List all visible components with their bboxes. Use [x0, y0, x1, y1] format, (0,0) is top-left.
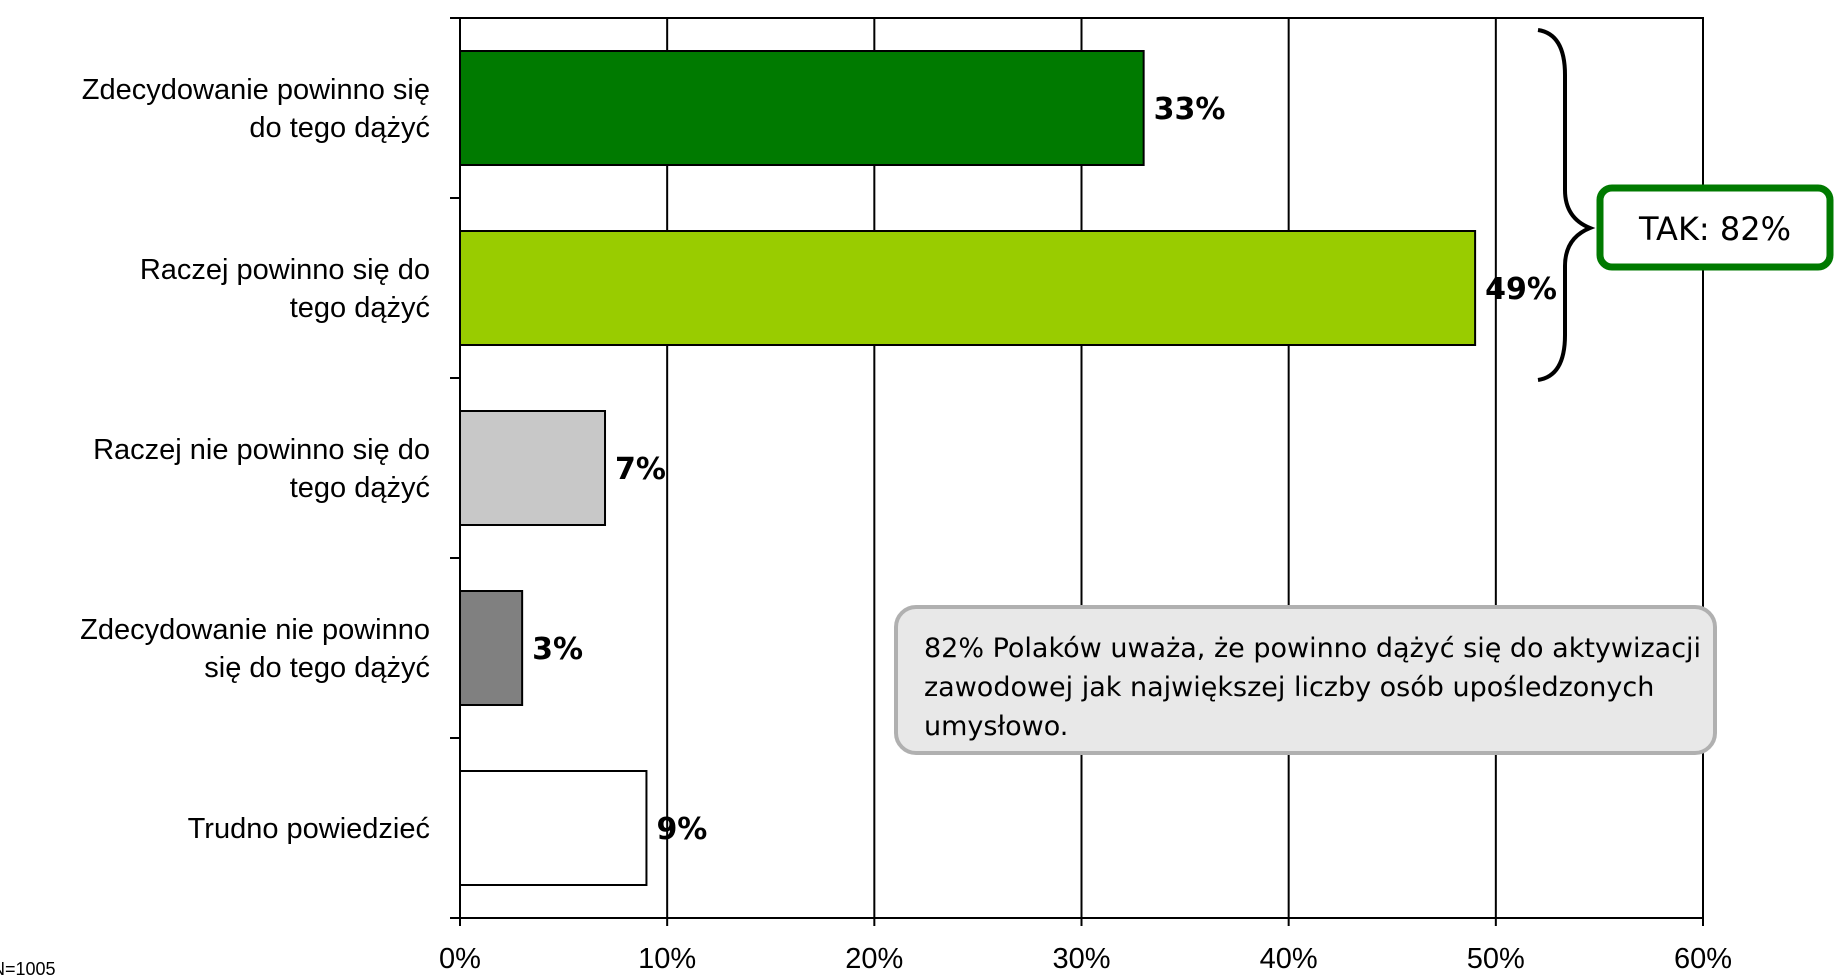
- x-tick-label: 50%: [1467, 943, 1525, 975]
- summary-box: [1596, 184, 1834, 271]
- sample-size-note: N=1005: [0, 959, 56, 975]
- x-tick-label: 10%: [638, 943, 696, 975]
- bar: [459, 770, 648, 886]
- note-line-1: 82% Polaków uważa, że powinno dążyć się …: [924, 633, 1701, 664]
- category-label: Zdecydowanie powinno się: [82, 74, 430, 106]
- bar: [459, 50, 1145, 166]
- data-label: 9%: [656, 812, 707, 847]
- data-label: 7%: [615, 452, 666, 487]
- category-label: się do tego dążyć: [204, 652, 430, 684]
- data-label: 49%: [1485, 272, 1557, 307]
- label-layer: 33% Zdecydowanie powinno się do tego dążyć…: [80, 74, 1557, 847]
- category-label: Raczej powinno się do: [140, 254, 430, 286]
- bar: [459, 410, 607, 526]
- category-label: Trudno powiedzieć: [188, 813, 430, 845]
- bar: [459, 590, 524, 706]
- x-tick-label: 60%: [1674, 943, 1732, 975]
- curly-brace: [1537, 28, 1596, 382]
- bar-layer: [459, 50, 1477, 886]
- x-tick-label: 0%: [439, 943, 481, 975]
- data-label: 33%: [1154, 92, 1226, 127]
- x-tick-label: 20%: [845, 943, 903, 975]
- summary-box-text: TAK: 82%: [1638, 210, 1791, 248]
- category-label: tego dążyć: [290, 472, 430, 504]
- note-line-2: zawodowej jak największej liczby osób up…: [924, 672, 1654, 703]
- axis-layer: 0% 10% 20% 30% 40% 50% 60%: [439, 17, 1732, 975]
- data-label: 3%: [532, 632, 583, 667]
- bar: [459, 230, 1477, 346]
- category-label: Raczej nie powinno się do: [93, 434, 430, 466]
- x-tick-label: 30%: [1052, 943, 1110, 975]
- category-label: Zdecydowanie nie powinno: [80, 614, 430, 646]
- x-tick-label: 40%: [1260, 943, 1318, 975]
- category-label: do tego dążyć: [249, 112, 430, 144]
- note-line-3: umysłowo.: [924, 711, 1068, 742]
- note-box: [894, 605, 1717, 755]
- category-label: tego dążyć: [290, 292, 430, 324]
